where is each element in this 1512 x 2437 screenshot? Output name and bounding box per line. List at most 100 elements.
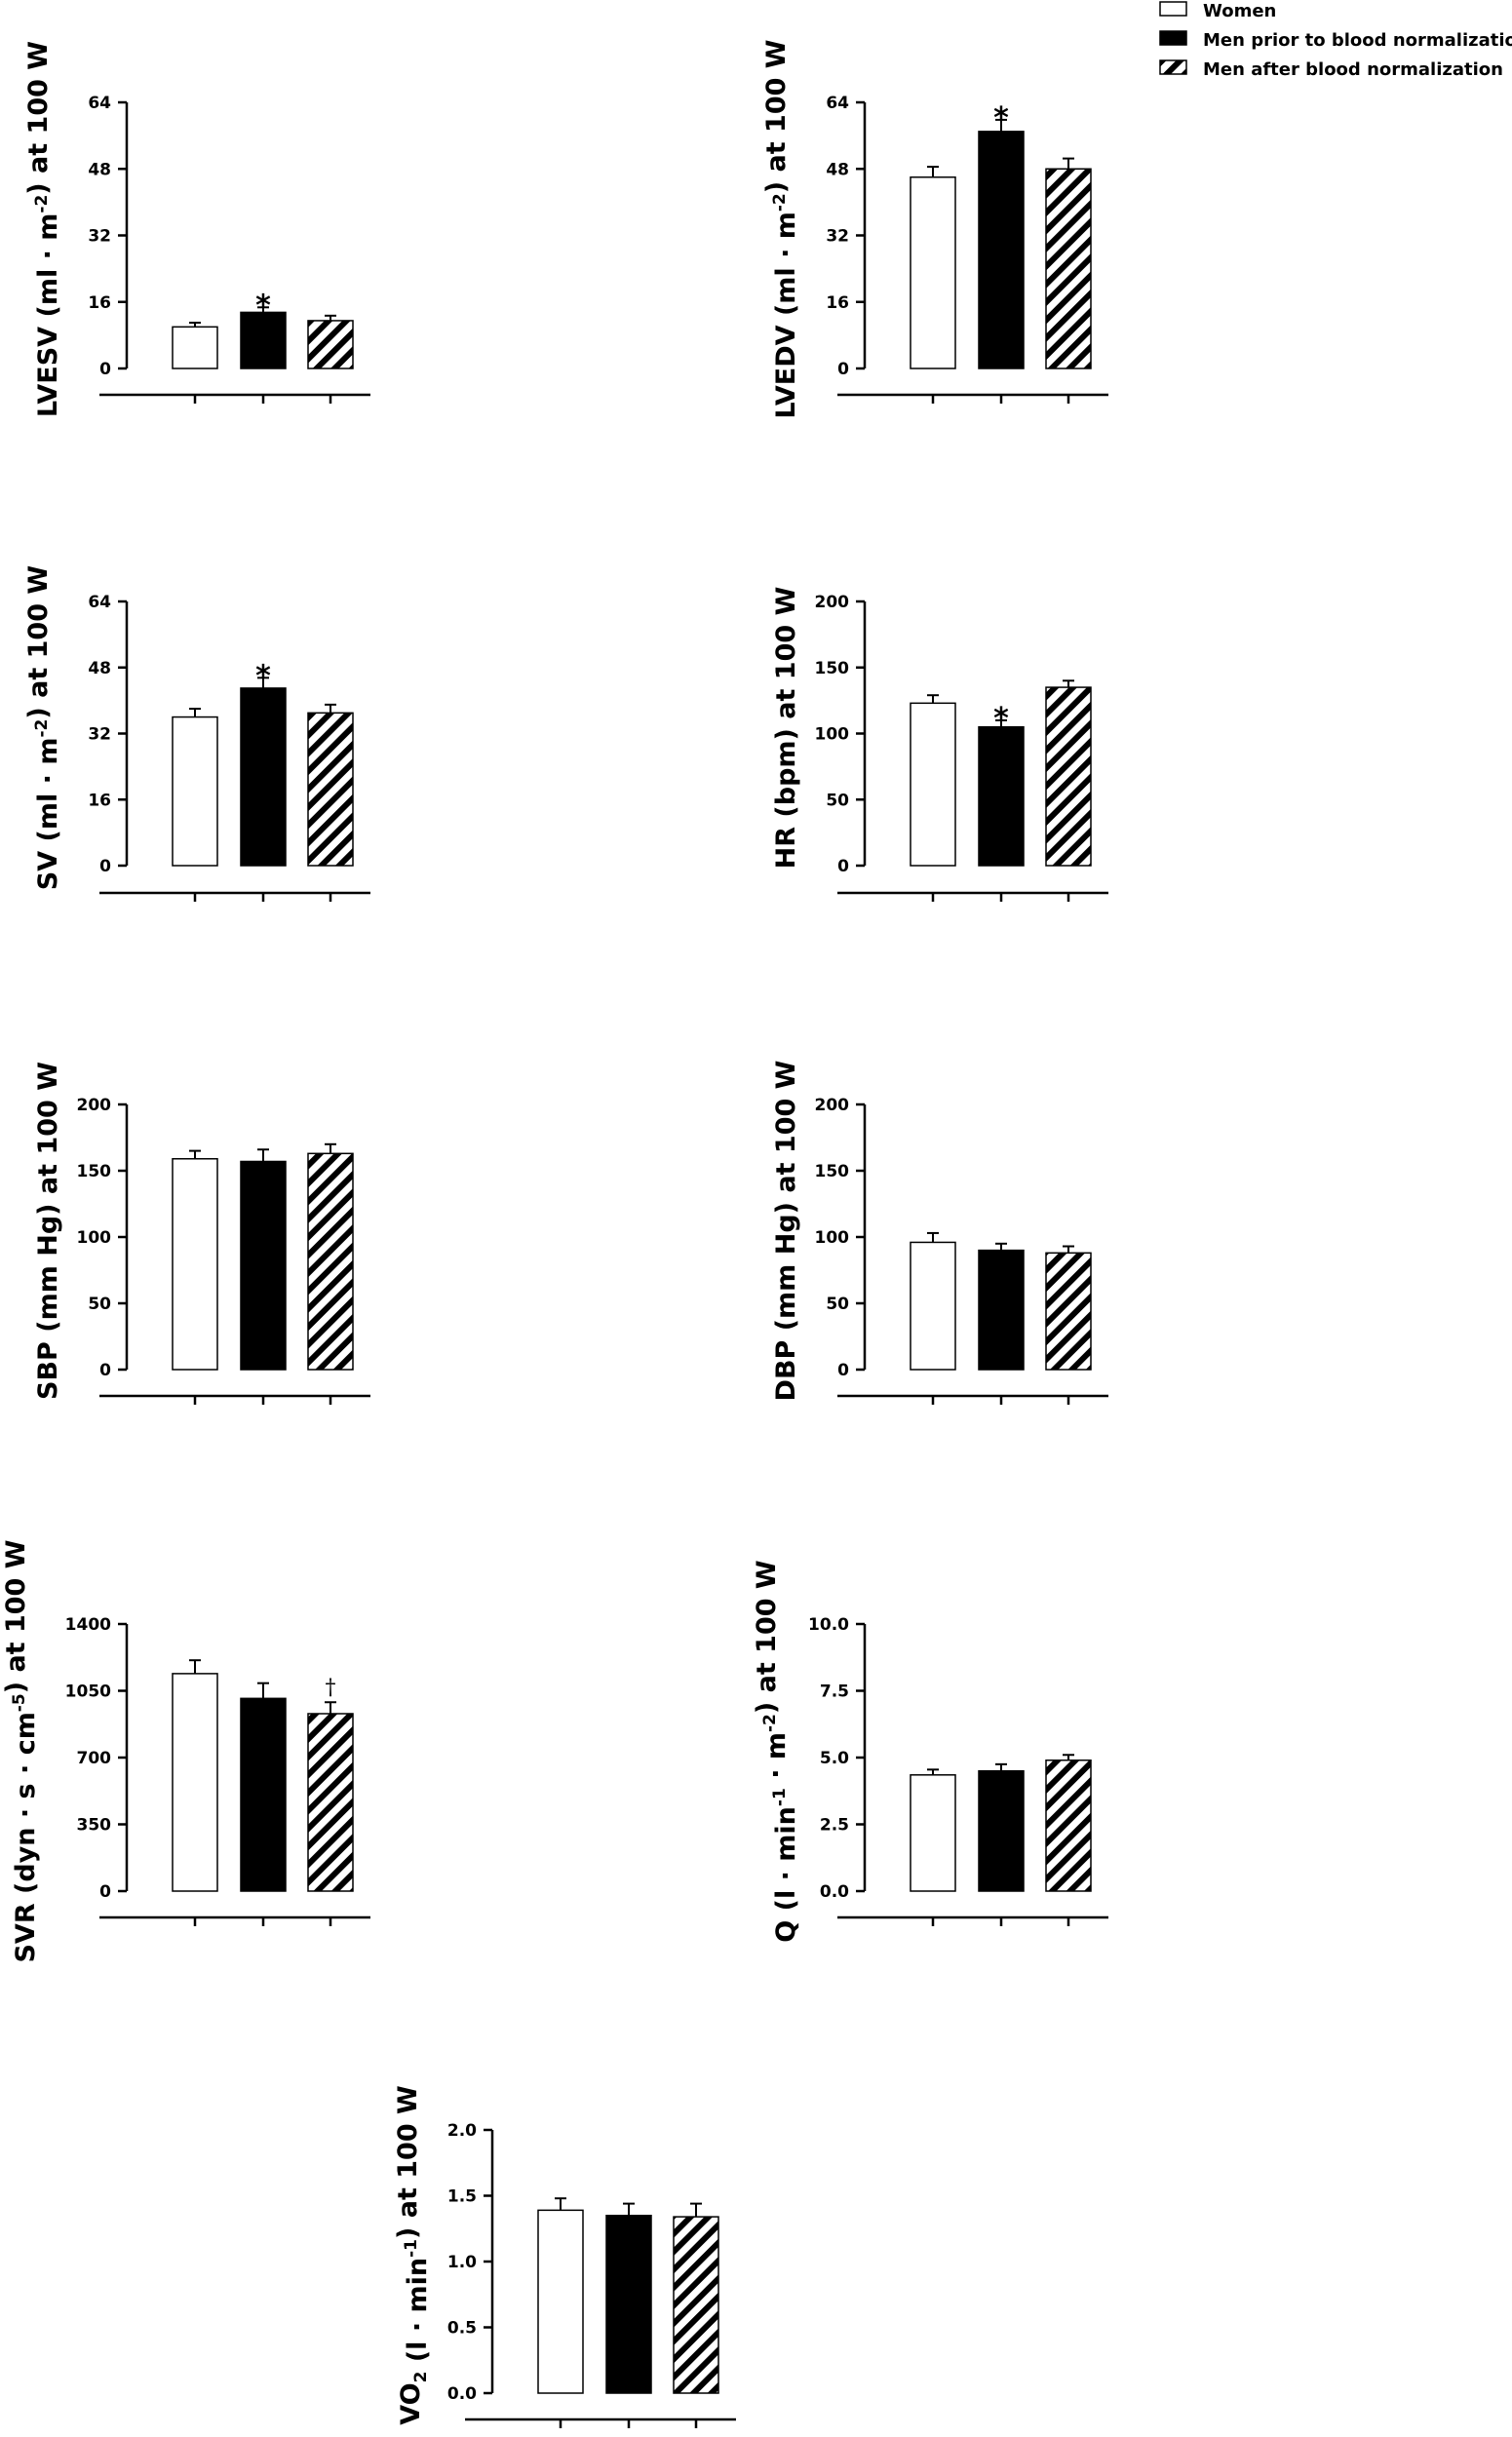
sv-y-tick-label: 32 bbox=[88, 725, 111, 745]
lvedv-significance-mark: * bbox=[993, 101, 1009, 135]
lvesv-bar-women bbox=[172, 326, 218, 369]
svr-y-tick-label: 0 bbox=[99, 1882, 111, 1902]
hr-y-tick-label: 200 bbox=[815, 593, 850, 612]
sv-y-tick-label: 64 bbox=[88, 593, 111, 612]
svr-y-tick-label: 1050 bbox=[65, 1683, 111, 1702]
sv-bar-women bbox=[172, 716, 218, 867]
dbp-y-tick-label: 200 bbox=[815, 1096, 850, 1115]
sbp-y-label: SBP (mm Hg) at 100 W bbox=[33, 1062, 63, 1400]
legend-label-women: Women bbox=[1203, 1, 1276, 21]
lvedv-y-tick-label: 16 bbox=[826, 293, 849, 313]
lvedv-bar-women bbox=[910, 176, 956, 369]
q-bar-men-after bbox=[1045, 1759, 1092, 1892]
panel-hr: 0 50 100 150 200 * HR (bpm) at 100 W bbox=[771, 587, 1108, 902]
q-bar-women bbox=[910, 1774, 956, 1892]
q-y-tick-label: 7.5 bbox=[820, 1683, 849, 1702]
legend-label-men-prior: Men prior to blood normalization bbox=[1203, 30, 1512, 51]
legend: Women Men prior to blood normalization M… bbox=[1159, 1, 1512, 80]
svr-y-tick-label: 700 bbox=[77, 1749, 112, 1768]
lvesv-significance-mark: * bbox=[255, 289, 271, 323]
hr-y-tick-label: 100 bbox=[815, 725, 850, 745]
panel-vo2: 0.0 0.5 1.0 1.5 2.0 VO2 (l · min-1) at 100 W bbox=[393, 2085, 736, 2428]
svr-bar-men-after bbox=[307, 1713, 354, 1892]
lvedv-bar-men-prior bbox=[978, 131, 1025, 369]
dbp-y-label: DBP (mm Hg) at 100 W bbox=[771, 1061, 801, 1402]
svr-y-label: SVR (dyn · s · cm-5) at 100 W bbox=[1, 1539, 41, 1962]
dbp-y-tick-label: 150 bbox=[815, 1162, 850, 1181]
vo2-bar-men-prior bbox=[605, 2215, 652, 2394]
q-y-label: Q (l · min-1 · m-2) at 100 W bbox=[752, 1560, 801, 1942]
lvedv-y-tick-label: 0 bbox=[837, 360, 849, 379]
sbp-bar-men-after bbox=[307, 1152, 354, 1371]
vo2-y-label: VO2 (l · min-1) at 100 W bbox=[393, 2085, 433, 2425]
sv-significance-mark: * bbox=[255, 659, 271, 693]
sv-y-tick-label: 16 bbox=[88, 791, 111, 810]
lvesv-y-tick-label: 16 bbox=[88, 293, 111, 313]
svr-significance-mark: † bbox=[326, 1676, 336, 1700]
lvesv-y-label: LVESV (ml · m-2) at 100 W bbox=[23, 41, 63, 417]
vo2-bar-women bbox=[537, 2209, 584, 2394]
svr-y-tick-label: 1400 bbox=[65, 1615, 111, 1635]
svr-y-tick-label: 350 bbox=[77, 1816, 112, 1836]
sv-bar-men-prior bbox=[240, 687, 287, 867]
q-y-tick-label: 5.0 bbox=[820, 1749, 849, 1768]
panel-lvesv: 0 16 32 48 64 * LVESV (ml · m-2) at 100 W bbox=[23, 41, 370, 417]
dbp-bar-men-prior bbox=[978, 1249, 1025, 1371]
sbp-bar-women bbox=[172, 1158, 218, 1371]
lvesv-y-tick-label: 64 bbox=[88, 94, 111, 113]
hr-significance-mark: * bbox=[993, 702, 1009, 736]
dbp-y-tick-label: 100 bbox=[815, 1228, 850, 1248]
lvesv-bar-men-prior bbox=[240, 311, 287, 369]
panel-sbp: 0 50 100 150 200 SBP (mm Hg) at 100 W bbox=[33, 1062, 370, 1405]
svr-bar-women bbox=[172, 1673, 218, 1892]
q-y-tick-label: 0.0 bbox=[820, 1882, 849, 1902]
lvesv-y-tick-label: 48 bbox=[88, 160, 111, 179]
q-y-tick-label: 10.0 bbox=[808, 1615, 849, 1635]
lvedv-y-tick-label: 48 bbox=[826, 160, 849, 179]
panel-dbp: 0 50 100 150 200 DBP (mm Hg) at 100 W bbox=[771, 1061, 1108, 1405]
q-y-tick-label: 2.5 bbox=[820, 1816, 849, 1836]
sbp-y-tick-label: 0 bbox=[99, 1361, 111, 1380]
vo2-y-tick-label: 0.0 bbox=[447, 2384, 477, 2404]
hr-y-tick-label: 0 bbox=[837, 857, 849, 876]
hr-y-tick-label: 50 bbox=[826, 791, 849, 810]
vo2-y-tick-label: 2.0 bbox=[447, 2121, 477, 2141]
sv-y-tick-label: 48 bbox=[88, 659, 111, 678]
hr-bar-men-prior bbox=[978, 725, 1025, 867]
hr-bar-men-after bbox=[1045, 686, 1092, 867]
hr-y-label: HR (bpm) at 100 W bbox=[771, 587, 801, 870]
dbp-y-tick-label: 50 bbox=[826, 1295, 849, 1314]
sbp-y-tick-label: 200 bbox=[77, 1096, 112, 1115]
dbp-bar-men-after bbox=[1045, 1252, 1092, 1371]
legend-swatch-men-prior bbox=[1159, 30, 1187, 46]
vo2-bar-men-after bbox=[673, 2216, 719, 2394]
vo2-y-tick-label: 0.5 bbox=[447, 2319, 477, 2339]
vo2-y-tick-label: 1.5 bbox=[447, 2187, 477, 2207]
sv-y-label: SV (ml · m-2) at 100 W bbox=[23, 565, 63, 890]
lvesv-bar-men-after bbox=[307, 320, 354, 369]
sbp-y-tick-label: 50 bbox=[88, 1295, 111, 1314]
vo2-y-tick-label: 1.0 bbox=[447, 2253, 477, 2272]
sbp-y-tick-label: 100 bbox=[77, 1228, 112, 1248]
panel-lvedv: 0 16 32 48 64 * LVEDV (ml · m-2) at 100 W bbox=[761, 39, 1108, 419]
hr-y-tick-label: 150 bbox=[815, 659, 850, 678]
sv-y-tick-label: 0 bbox=[99, 857, 111, 876]
lvesv-y-tick-label: 32 bbox=[88, 227, 111, 247]
legend-swatch-women bbox=[1159, 1, 1187, 17]
hr-bar-women bbox=[910, 702, 956, 867]
sbp-y-tick-label: 150 bbox=[77, 1162, 112, 1181]
lvedv-y-tick-label: 64 bbox=[826, 94, 849, 113]
panel-q: 0.0 2.5 5.0 7.5 10.0 Q (l · min-1 · m-2) at 1… bbox=[752, 1560, 1108, 1943]
dbp-bar-women bbox=[910, 1241, 956, 1371]
lvedv-y-tick-label: 32 bbox=[826, 227, 849, 247]
q-bar-men-prior bbox=[978, 1769, 1025, 1892]
legend-label-men-after: Men after blood normalization bbox=[1203, 59, 1503, 80]
sv-bar-men-after bbox=[307, 712, 354, 867]
lvedv-y-label: LVEDV (ml · m-2) at 100 W bbox=[761, 39, 801, 418]
sbp-bar-men-prior bbox=[240, 1160, 287, 1371]
legend-swatch-men-after bbox=[1159, 59, 1187, 75]
dbp-y-tick-label: 0 bbox=[837, 1361, 849, 1380]
lvedv-bar-men-after bbox=[1045, 168, 1092, 369]
panel-sv: 0 16 32 48 64 * SV (ml · m-2) at 100 W bbox=[23, 565, 370, 902]
